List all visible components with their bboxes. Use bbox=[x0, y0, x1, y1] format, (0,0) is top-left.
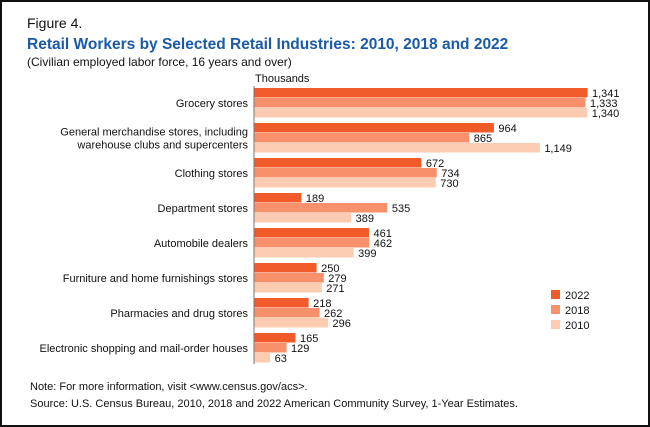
bar-2022 bbox=[254, 88, 588, 98]
value-label: 730 bbox=[440, 178, 458, 190]
legend-swatch-2010 bbox=[551, 320, 560, 329]
legend-label-2010: 2010 bbox=[565, 320, 589, 332]
bar-2018 bbox=[254, 98, 586, 108]
bar-2022 bbox=[254, 298, 309, 308]
chart-source: Source: U.S. Census Bureau, 2010, 2018 a… bbox=[30, 398, 518, 410]
bar-2018 bbox=[254, 273, 324, 283]
category-label: Automobile dealers bbox=[154, 238, 249, 250]
bar-2022 bbox=[254, 158, 422, 168]
bar-2010 bbox=[254, 178, 436, 188]
category-label: Clothing stores bbox=[175, 168, 249, 180]
bar-2010 bbox=[254, 248, 354, 258]
bar-2010 bbox=[254, 283, 322, 293]
category-label: Pharmacies and drug stores bbox=[110, 308, 248, 320]
value-label: 461 bbox=[373, 228, 391, 240]
legend-swatch-2018 bbox=[551, 305, 560, 314]
value-label: 672 bbox=[426, 158, 444, 170]
legend-label-2018: 2018 bbox=[565, 305, 589, 317]
category-label: Department stores bbox=[158, 203, 249, 215]
bar-2022 bbox=[254, 123, 494, 133]
category-label: Electronic shopping and mail-order house… bbox=[39, 343, 248, 355]
value-label: 218 bbox=[313, 298, 331, 310]
bar-2010 bbox=[254, 143, 540, 153]
bar-2018 bbox=[254, 168, 437, 178]
value-label: 271 bbox=[326, 283, 344, 295]
bar-2018 bbox=[254, 308, 320, 318]
value-label: 129 bbox=[291, 343, 309, 355]
bar-2022 bbox=[254, 263, 317, 273]
category-label: Furniture and home furnishings stores bbox=[63, 273, 249, 285]
figure-label: Figure 4. bbox=[27, 15, 83, 31]
legend-swatch-2022 bbox=[551, 290, 560, 299]
bar-2010 bbox=[254, 108, 588, 118]
bar-2018 bbox=[254, 343, 287, 353]
chart-subtitle: (Civilian employed labor force, 16 years… bbox=[27, 55, 292, 69]
chart-note: Note: For more information, visit <www.c… bbox=[30, 381, 308, 393]
bar-2018 bbox=[254, 133, 470, 143]
bar-2022 bbox=[254, 333, 296, 343]
category-label: Grocery stores bbox=[176, 98, 249, 110]
value-label: 1,340 bbox=[592, 108, 620, 120]
value-label: 296 bbox=[333, 318, 351, 330]
bar-2018 bbox=[254, 203, 388, 213]
chart-title: Retail Workers by Selected Retail Indust… bbox=[27, 36, 509, 53]
bar-2022 bbox=[254, 228, 369, 238]
bar-2018 bbox=[254, 238, 370, 248]
bar-2010 bbox=[254, 353, 271, 363]
unit-label: Thousands bbox=[255, 73, 310, 85]
category-label: General merchandise stores, including war… bbox=[60, 127, 248, 152]
value-label: 462 bbox=[374, 238, 392, 250]
bar-2022 bbox=[254, 193, 302, 203]
value-label: 389 bbox=[356, 213, 374, 225]
value-label: 399 bbox=[358, 248, 376, 260]
value-label: 865 bbox=[474, 133, 492, 145]
value-label: 189 bbox=[306, 193, 324, 205]
value-label: 734 bbox=[441, 168, 459, 180]
value-label: 964 bbox=[498, 123, 516, 135]
value-label: 262 bbox=[324, 308, 342, 320]
value-label: 535 bbox=[392, 203, 410, 215]
bar-2010 bbox=[254, 213, 352, 223]
value-label: 1,333 bbox=[590, 98, 618, 110]
value-label: 63 bbox=[275, 353, 287, 365]
value-label: 250 bbox=[321, 263, 339, 275]
value-label: 165 bbox=[300, 333, 318, 345]
bar-2010 bbox=[254, 318, 329, 328]
value-label: 1,149 bbox=[544, 143, 572, 155]
value-label: 279 bbox=[328, 273, 346, 285]
value-label: 1,341 bbox=[592, 88, 620, 100]
legend-label-2022: 2022 bbox=[565, 290, 589, 302]
